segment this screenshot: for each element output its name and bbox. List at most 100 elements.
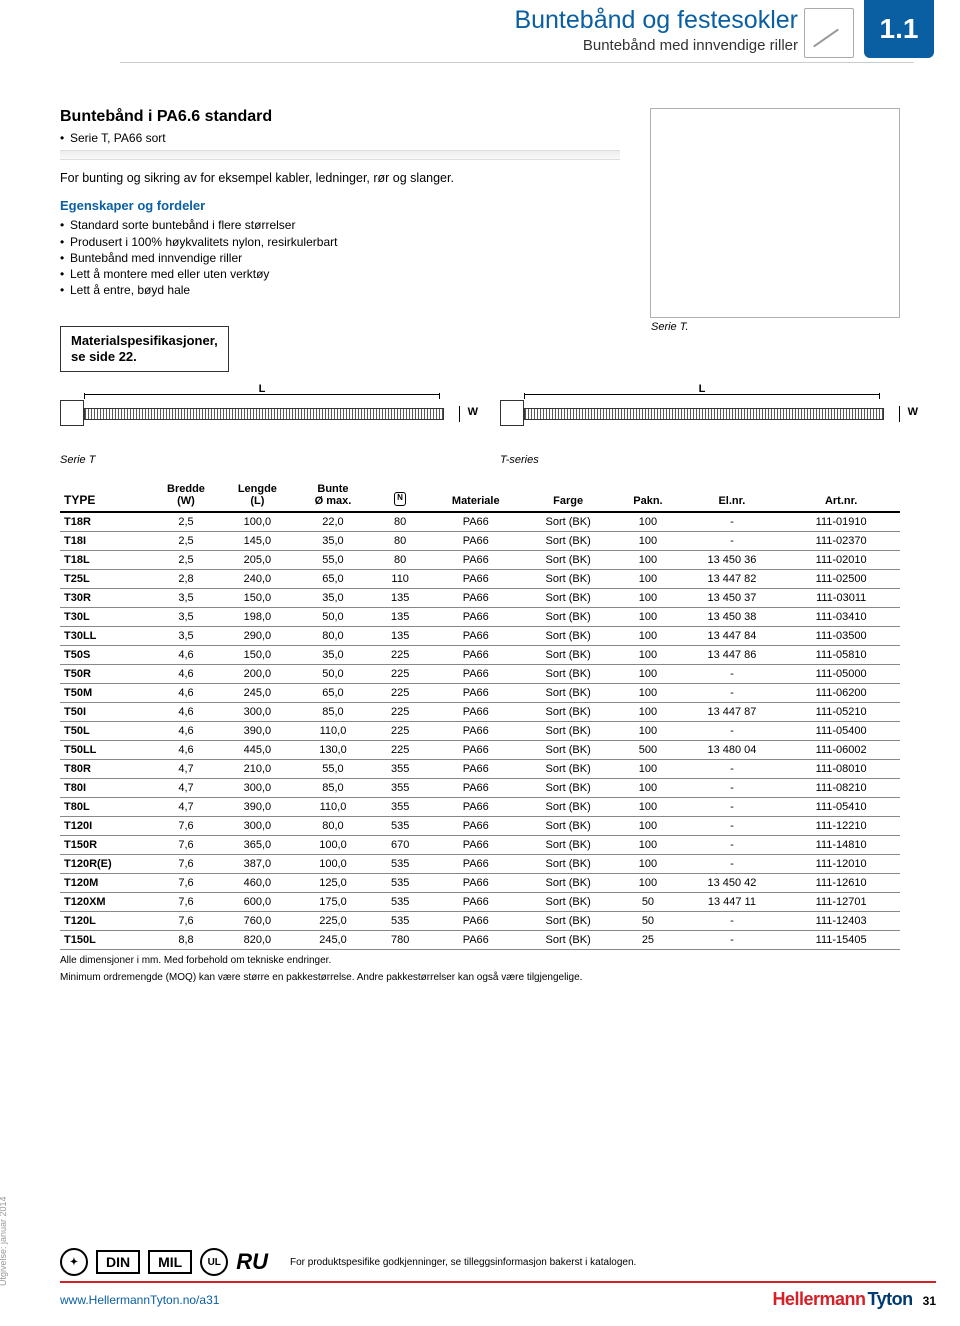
table-cell: - (682, 854, 783, 873)
table-cell: 600,0 (220, 892, 296, 911)
table-row: T120R(E)7,6387,0100,0535PA66Sort (BK)100… (60, 854, 900, 873)
table-cell: 50 (614, 911, 681, 930)
table-cell: 100 (614, 531, 681, 550)
table-cell: 13 450 36 (682, 550, 783, 569)
table-row: T80L4,7390,0110,0355PA66Sort (BK)100-111… (60, 797, 900, 816)
table-cell: 100 (614, 512, 681, 532)
table-cell: 355 (371, 797, 430, 816)
table-cell: 100 (614, 645, 681, 664)
table-cell: 4,6 (152, 664, 219, 683)
table-row: T120L7,6760,0225,0535PA66Sort (BK)50-111… (60, 911, 900, 930)
brand-part-1: Hellermann (772, 1289, 865, 1310)
table-cell: Sort (BK) (522, 778, 614, 797)
table-cell: 111-05400 (782, 721, 900, 740)
table-cell: 111-12610 (782, 873, 900, 892)
table-cell: PA66 (430, 607, 522, 626)
table-cell: 100 (614, 626, 681, 645)
table-cell: 135 (371, 588, 430, 607)
product-image-caption: Serie T. (651, 321, 689, 333)
table-cell: 111-12210 (782, 816, 900, 835)
table-cell: 111-02370 (782, 531, 900, 550)
table-cell: 365,0 (220, 835, 296, 854)
table-cell: 205,0 (220, 550, 296, 569)
table-cell: 355 (371, 759, 430, 778)
table-cell: - (682, 531, 783, 550)
table-cell: 760,0 (220, 911, 296, 930)
table-row: T150L8,8820,0245,0780PA66Sort (BK)25-111… (60, 930, 900, 949)
table-cell: Sort (BK) (522, 626, 614, 645)
table-cell: 245,0 (295, 930, 371, 949)
table-cell: 535 (371, 892, 430, 911)
table-cell: T150R (60, 835, 152, 854)
table-cell: 100 (614, 702, 681, 721)
table-header: Lengde (L) (220, 480, 296, 512)
table-cell: Sort (BK) (522, 588, 614, 607)
properties-list: Standard sorte buntebånd i flere størrel… (60, 217, 620, 298)
table-row: T50LL4,6445,0130,0225PA66Sort (BK)50013 … (60, 740, 900, 759)
table-cell: PA66 (430, 512, 522, 532)
table-row: T120XM7,6600,0175,0535PA66Sort (BK)5013 … (60, 892, 900, 911)
table-cell: 445,0 (220, 740, 296, 759)
table-cell: PA66 (430, 626, 522, 645)
table-cell: 4,6 (152, 702, 219, 721)
table-cell: PA66 (430, 778, 522, 797)
properties-heading: Egenskaper og fordeler (60, 198, 620, 213)
table-cell: 500 (614, 740, 681, 759)
table-cell: 100 (614, 664, 681, 683)
table-cell: T50LL (60, 740, 152, 759)
table-cell: 225 (371, 721, 430, 740)
table-footnote-1: Alle dimensjoner i mm. Med forbehold om … (60, 954, 900, 967)
table-cell: PA66 (430, 683, 522, 702)
table-cell: 111-06200 (782, 683, 900, 702)
cert-ru: RU (236, 1249, 268, 1275)
table-row: T30R3,5150,035,0135PA66Sort (BK)10013 45… (60, 588, 900, 607)
table-cell: 150,0 (220, 588, 296, 607)
table-cell: 390,0 (220, 797, 296, 816)
diagram-caption-right: T-series (500, 454, 539, 466)
table-cell: Sort (BK) (522, 854, 614, 873)
table-header: Art.nr. (782, 480, 900, 512)
table-cell: 300,0 (220, 702, 296, 721)
property-item: Lett å entre, bøyd hale (60, 282, 620, 298)
table-cell: 25 (614, 930, 681, 949)
table-cell: 55,0 (295, 759, 371, 778)
dim-l-label: L (699, 383, 706, 395)
table-cell: 820,0 (220, 930, 296, 949)
table-cell: Sort (BK) (522, 740, 614, 759)
table-cell: 225,0 (295, 911, 371, 930)
table-cell: 111-05210 (782, 702, 900, 721)
table-cell: 100 (614, 683, 681, 702)
footer-url: www.HellermannTyton.no/a31 (60, 1293, 219, 1307)
category-icon (804, 8, 854, 58)
table-cell: 670 (371, 835, 430, 854)
table-cell: 100 (614, 854, 681, 873)
cert-bv-icon: ✦ (60, 1248, 88, 1276)
table-cell: 85,0 (295, 778, 371, 797)
table-cell: 245,0 (220, 683, 296, 702)
table-cell: PA66 (430, 588, 522, 607)
table-cell: 2,5 (152, 550, 219, 569)
dim-w-label: W (468, 406, 478, 418)
table-cell: T50I (60, 702, 152, 721)
table-cell: 100,0 (295, 854, 371, 873)
table-cell: 7,6 (152, 816, 219, 835)
table-cell: 7,6 (152, 911, 219, 930)
table-cell: T30L (60, 607, 152, 626)
table-cell: Sort (BK) (522, 930, 614, 949)
table-cell: T120I (60, 816, 152, 835)
table-cell: 111-15405 (782, 930, 900, 949)
cert-note: For produktspesifike godkjenninger, se t… (290, 1257, 636, 1268)
table-cell: T120M (60, 873, 152, 892)
table-cell: 535 (371, 911, 430, 930)
table-header (371, 480, 430, 512)
table-cell: 13 447 84 (682, 626, 783, 645)
section-number-tab: 1.1 (864, 0, 934, 58)
table-cell: PA66 (430, 664, 522, 683)
table-cell: 65,0 (295, 683, 371, 702)
table-cell: T30LL (60, 626, 152, 645)
table-cell: 4,7 (152, 759, 219, 778)
edition-spine-text: Utgivelse: januar 2014 (0, 1196, 8, 1286)
table-cell: 111-12701 (782, 892, 900, 911)
table-footnote-2: Minimum ordremengde (MOQ) kan være størr… (60, 971, 900, 984)
table-cell: T50M (60, 683, 152, 702)
